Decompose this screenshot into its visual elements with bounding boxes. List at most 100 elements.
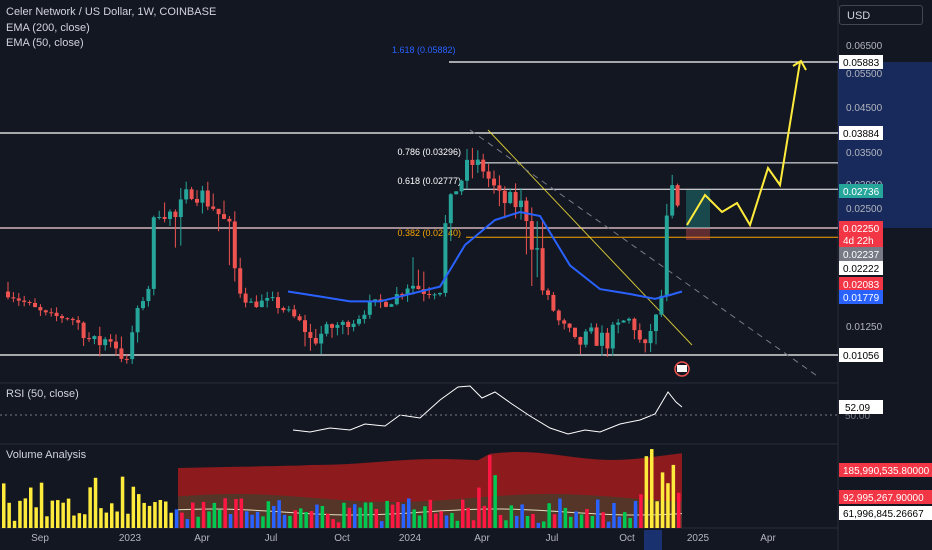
- candle-body[interactable]: [600, 332, 604, 346]
- candle-body[interactable]: [65, 318, 70, 320]
- candle-body[interactable]: [621, 320, 626, 323]
- volume-bar[interactable]: [266, 501, 271, 528]
- candle-body[interactable]: [205, 190, 210, 207]
- volume-bar[interactable]: [212, 502, 217, 528]
- candle-body[interactable]: [465, 159, 469, 181]
- volume-bar[interactable]: [77, 513, 82, 528]
- candle-body[interactable]: [362, 314, 367, 319]
- candle-body[interactable]: [92, 336, 97, 340]
- candle-body[interactable]: [238, 268, 243, 294]
- candle-body[interactable]: [497, 185, 502, 191]
- candle-body[interactable]: [189, 189, 194, 199]
- dashed-trendline[interactable]: [469, 129, 821, 379]
- candle-body[interactable]: [654, 314, 658, 332]
- candle-body[interactable]: [481, 159, 486, 172]
- candle-body[interactable]: [292, 309, 297, 317]
- candle-body[interactable]: [313, 337, 318, 344]
- volume-bar[interactable]: [282, 514, 287, 528]
- candle-body[interactable]: [594, 327, 599, 346]
- candle-body[interactable]: [216, 208, 221, 215]
- volume-bar[interactable]: [655, 501, 659, 528]
- volume-bar[interactable]: [498, 514, 503, 528]
- ema50-line[interactable]: [287, 210, 683, 303]
- candle-body[interactable]: [551, 294, 556, 311]
- candle-body[interactable]: [373, 299, 378, 301]
- candle-body[interactable]: [168, 211, 172, 219]
- candle-body[interactable]: [16, 298, 21, 301]
- candle-body[interactable]: [124, 358, 129, 360]
- volume-bar[interactable]: [434, 513, 438, 528]
- volume-bar[interactable]: [401, 504, 406, 528]
- candle-body[interactable]: [232, 221, 237, 269]
- volume-bar[interactable]: [563, 507, 568, 528]
- volume-bar[interactable]: [644, 456, 649, 528]
- volume-bar[interactable]: [407, 498, 411, 528]
- projection-path[interactable]: [686, 61, 801, 228]
- volume-bar[interactable]: [207, 511, 211, 528]
- candle-body[interactable]: [416, 285, 421, 290]
- volume-bar[interactable]: [617, 516, 622, 528]
- candle-body[interactable]: [195, 198, 199, 203]
- candle-body[interactable]: [108, 339, 113, 342]
- candle-body[interactable]: [529, 221, 534, 250]
- candle-body[interactable]: [546, 290, 550, 295]
- candle-body[interactable]: [448, 194, 453, 224]
- rsi-line[interactable]: [292, 385, 683, 435]
- volume-bar[interactable]: [666, 483, 670, 528]
- volume-bar[interactable]: [677, 492, 681, 528]
- volume-bar[interactable]: [504, 520, 508, 528]
- candle-body[interactable]: [616, 322, 621, 325]
- candle-body[interactable]: [200, 190, 205, 203]
- volume-bar[interactable]: [12, 520, 17, 528]
- volume-bar[interactable]: [299, 508, 303, 528]
- candle-body[interactable]: [492, 178, 496, 186]
- candle-body[interactable]: [486, 171, 491, 179]
- volume-bar[interactable]: [633, 500, 638, 528]
- currency-button[interactable]: USD: [839, 5, 923, 25]
- candle-body[interactable]: [357, 318, 361, 324]
- volume-bar[interactable]: [174, 509, 179, 528]
- volume-bar[interactable]: [380, 521, 384, 528]
- candle-body[interactable]: [459, 180, 464, 192]
- volume-bar[interactable]: [293, 510, 298, 528]
- candle-body[interactable]: [405, 288, 410, 295]
- volume-bar[interactable]: [245, 511, 249, 528]
- candle-body[interactable]: [475, 159, 480, 165]
- volume-bar[interactable]: [455, 520, 460, 528]
- volume-bar[interactable]: [304, 512, 308, 528]
- volume-bar[interactable]: [239, 498, 244, 528]
- candle-body[interactable]: [648, 331, 653, 344]
- candle-body[interactable]: [583, 331, 588, 345]
- candle-body[interactable]: [49, 312, 54, 314]
- long-position-stop-zone[interactable]: [686, 228, 710, 240]
- candle-body[interactable]: [438, 292, 442, 295]
- volume-legend[interactable]: Volume Analysis: [6, 449, 87, 461]
- candle-body[interactable]: [400, 294, 405, 296]
- candle-body[interactable]: [259, 300, 264, 308]
- candle-body[interactable]: [675, 185, 680, 206]
- volume-bar[interactable]: [158, 500, 163, 528]
- volume-bar[interactable]: [115, 511, 119, 528]
- volume-bar[interactable]: [482, 505, 487, 528]
- candle-body[interactable]: [562, 320, 567, 324]
- candle-body[interactable]: [567, 323, 572, 328]
- volume-bar[interactable]: [477, 487, 481, 528]
- candle-body[interactable]: [130, 332, 135, 360]
- candle-body[interactable]: [249, 301, 253, 303]
- candle-body[interactable]: [6, 291, 10, 298]
- candle-body[interactable]: [524, 200, 529, 222]
- volume-bar[interactable]: [45, 516, 49, 528]
- volume-bar[interactable]: [191, 502, 195, 528]
- volume-bar[interactable]: [623, 512, 627, 528]
- volume-bar[interactable]: [169, 512, 173, 528]
- volume-bar[interactable]: [137, 494, 141, 528]
- volume-bar[interactable]: [83, 514, 87, 528]
- candle-body[interactable]: [162, 216, 167, 219]
- volume-bar[interactable]: [569, 516, 573, 528]
- volume-bar[interactable]: [385, 500, 389, 528]
- candle-body[interactable]: [281, 307, 286, 311]
- volume-bar[interactable]: [363, 502, 368, 528]
- volume-bar[interactable]: [596, 499, 600, 528]
- candle-body[interactable]: [146, 288, 151, 302]
- volume-bar[interactable]: [93, 477, 98, 528]
